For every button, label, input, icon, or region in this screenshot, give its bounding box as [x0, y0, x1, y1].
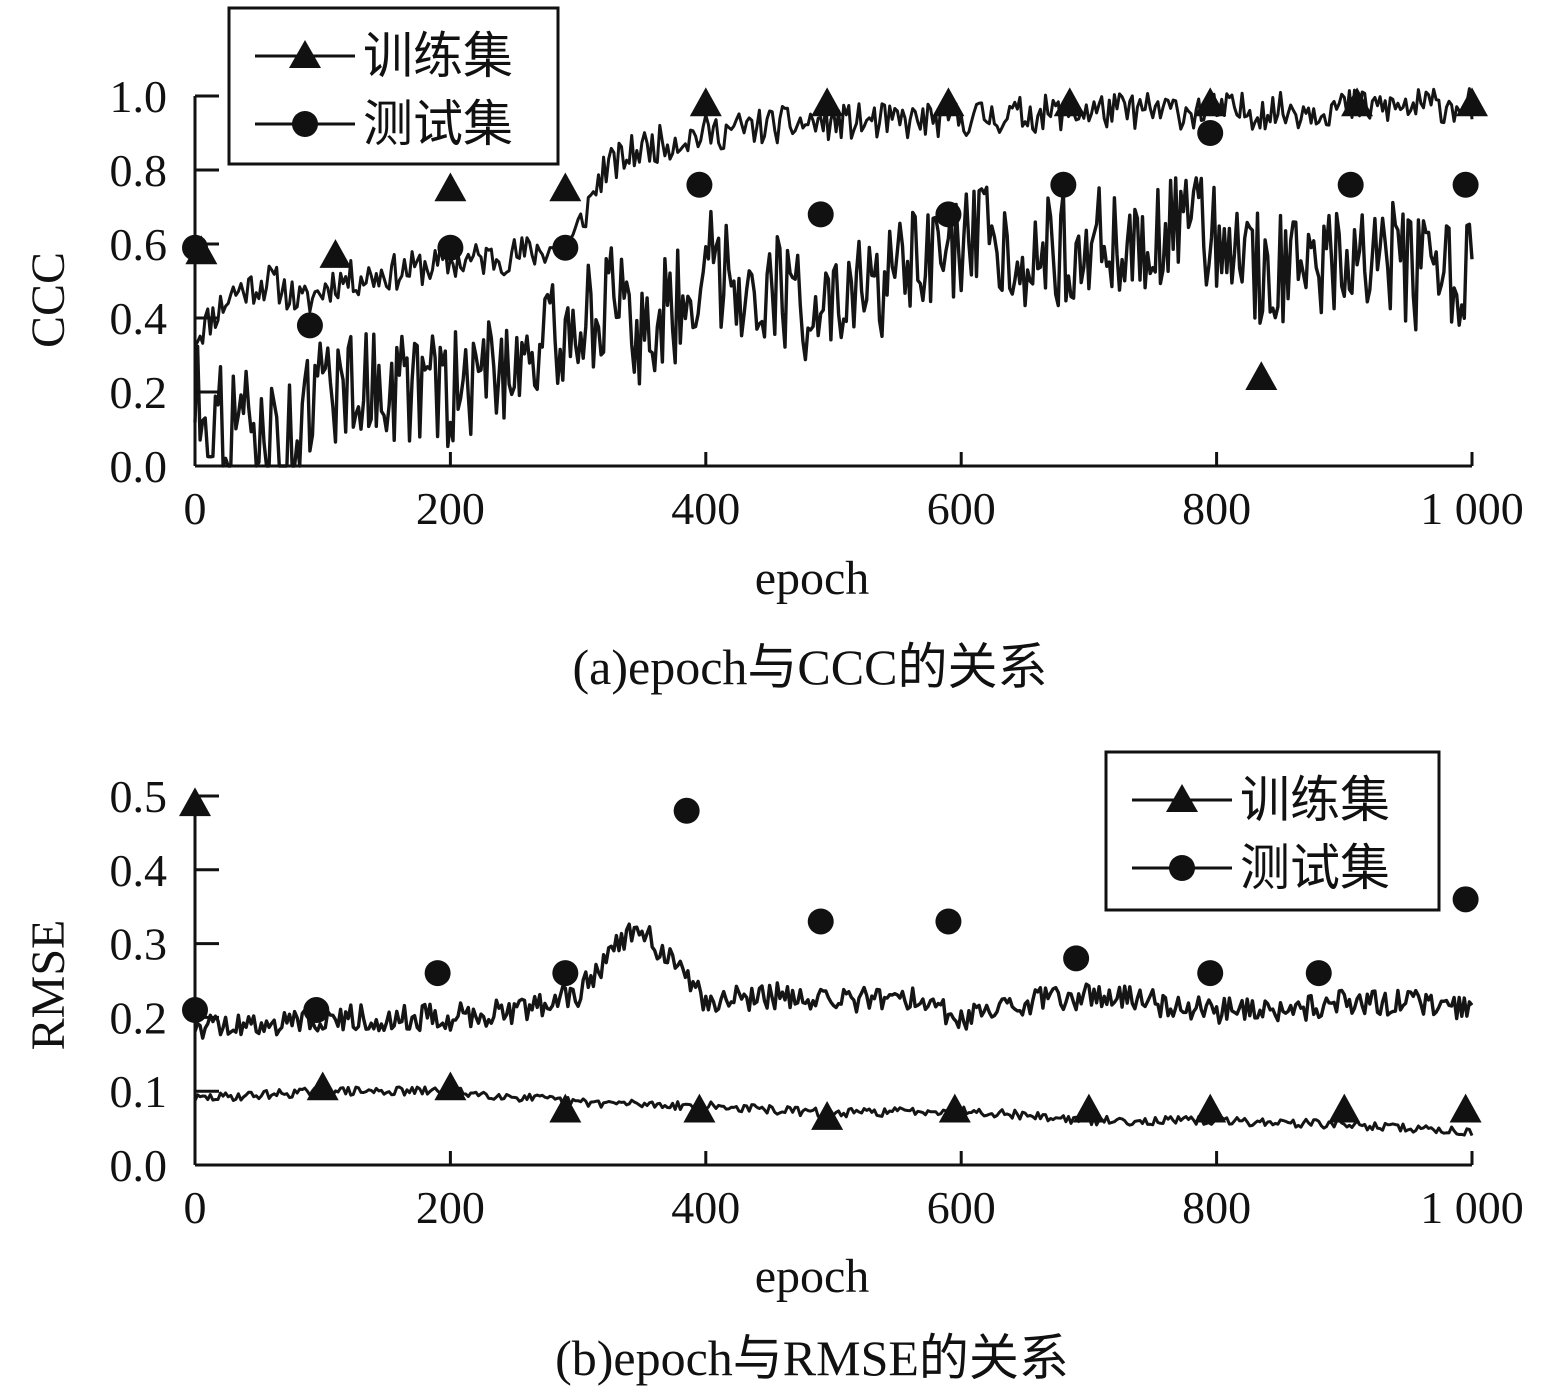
marker-circle	[552, 960, 579, 987]
chart-ccc-axes	[193, 94, 1474, 468]
legend-marker-circle	[292, 111, 318, 137]
legend-label-test: 测试集	[1240, 840, 1390, 896]
chart-ccc-caption: (a)epoch与CCC的关系	[573, 639, 1048, 695]
marker-circle	[303, 997, 330, 1024]
x-tick-label: 800	[1182, 483, 1251, 534]
chart-ccc-ylabel: CCC	[22, 252, 75, 348]
y-tick-label: 0.8	[110, 145, 168, 196]
y-tick-label: 0.0	[110, 441, 168, 492]
marker-circle	[437, 234, 464, 261]
legend-label-test: 测试集	[363, 96, 513, 152]
marker-circle	[673, 797, 700, 824]
marker-circle	[1197, 120, 1224, 146]
marker-triangle	[1072, 1093, 1105, 1123]
chart-rmse-ylabel: RMSE	[22, 920, 75, 1051]
chart-rmse: 0 200 400 600 800 1 000 0.0 0.1 0.2 0.3 0.4 0.5 epo…	[22, 750, 1524, 1386]
marker-circle	[1452, 886, 1479, 913]
legend-marker-circle	[1169, 855, 1195, 881]
marker-triangle	[1328, 1093, 1361, 1123]
marker-circle	[424, 960, 451, 987]
chart-rmse-tick-labels: 0 200 400 600 800 1 000 0.0 0.1 0.2 0.3 0.4 0.5	[110, 771, 1524, 1233]
x-tick-label: 1 000	[1420, 1182, 1524, 1233]
series-line-test	[193, 176, 1474, 468]
marker-circle	[296, 312, 323, 339]
x-tick-label: 400	[671, 483, 740, 534]
marker-triangle	[319, 239, 352, 268]
y-tick-label: 0.2	[110, 367, 168, 418]
marker-circle	[1063, 945, 1090, 972]
x-tick-label: 800	[1182, 1182, 1251, 1233]
chart-rmse-caption: (b)epoch与RMSE的关系	[555, 1330, 1069, 1386]
legend-box	[1104, 750, 1441, 912]
marker-triangle	[1341, 87, 1374, 117]
marker-circle	[935, 201, 962, 228]
chart-rmse-series-lines	[193, 922, 1474, 1137]
marker-triangle	[1449, 1093, 1482, 1123]
legend-label-train: 训练集	[363, 28, 513, 84]
x-tick-label: 0	[184, 483, 207, 534]
marker-triangle	[1194, 87, 1227, 117]
x-tick-label: 600	[927, 483, 996, 534]
y-tick-label: 0.1	[110, 1066, 168, 1117]
chart-rmse-xlabel: epoch	[755, 1250, 870, 1303]
marker-circle	[552, 234, 579, 261]
marker-triangle	[549, 1093, 582, 1123]
chart-rmse-axes	[193, 794, 1474, 1167]
legend-marker-triangle	[289, 40, 321, 68]
y-tick-label: 0.0	[110, 1140, 168, 1191]
marker-triangle	[434, 172, 467, 202]
marker-circle	[807, 908, 834, 935]
x-tick-label: 600	[927, 1182, 996, 1233]
y-tick-label: 1.0	[110, 71, 168, 122]
chart-ccc-xlabel: epoch	[755, 552, 870, 605]
y-tick-label: 0.3	[110, 919, 168, 970]
marker-triangle	[811, 1101, 844, 1130]
marker-circle	[1050, 171, 1077, 198]
marker-triangle	[434, 1071, 467, 1101]
chart-ccc: 0 200 400 600 800 1 000 0.0 0.2 0.4 0.6 0.8 1.0 epo…	[22, 6, 1524, 695]
marker-triangle	[1194, 1093, 1227, 1123]
marker-triangle	[689, 87, 722, 117]
marker-triangle	[1245, 361, 1278, 390]
legend-box	[227, 6, 560, 166]
marker-circle	[1305, 960, 1332, 987]
x-tick-label: 1 000	[1420, 483, 1524, 534]
x-tick-label: 200	[416, 1182, 485, 1233]
x-tick-label: 200	[416, 483, 485, 534]
marker-circle	[1452, 171, 1479, 198]
marker-triangle	[1053, 87, 1086, 117]
marker-circle	[1337, 171, 1364, 198]
marker-circle	[1197, 960, 1224, 987]
y-tick-label: 0.4	[110, 845, 168, 896]
marker-triangle	[549, 172, 582, 202]
chart-ccc-markers	[182, 87, 1488, 390]
marker-triangle	[683, 1093, 716, 1123]
y-tick-label: 0.5	[110, 771, 168, 822]
y-tick-label: 0.6	[110, 219, 168, 270]
x-tick-label: 400	[671, 1182, 740, 1233]
marker-circle	[686, 171, 713, 198]
marker-circle	[807, 201, 834, 228]
y-tick-label: 0.4	[110, 293, 168, 344]
chart-ccc-tick-labels: 0 200 400 600 800 1 000 0.0 0.2 0.4 0.6 0.8 1.0	[110, 71, 1524, 534]
legend-marker-triangle	[1166, 784, 1198, 812]
marker-triangle	[932, 87, 965, 117]
series-line-test	[193, 922, 1474, 1040]
marker-triangle	[938, 1093, 971, 1123]
marker-circle	[935, 908, 962, 935]
marker-triangle	[811, 87, 844, 117]
marker-triangle	[1456, 87, 1488, 117]
marker-triangle	[306, 1071, 339, 1101]
y-tick-label: 0.2	[110, 992, 168, 1043]
x-tick-label: 0	[184, 1182, 207, 1233]
legend-label-train: 训练集	[1240, 772, 1390, 828]
